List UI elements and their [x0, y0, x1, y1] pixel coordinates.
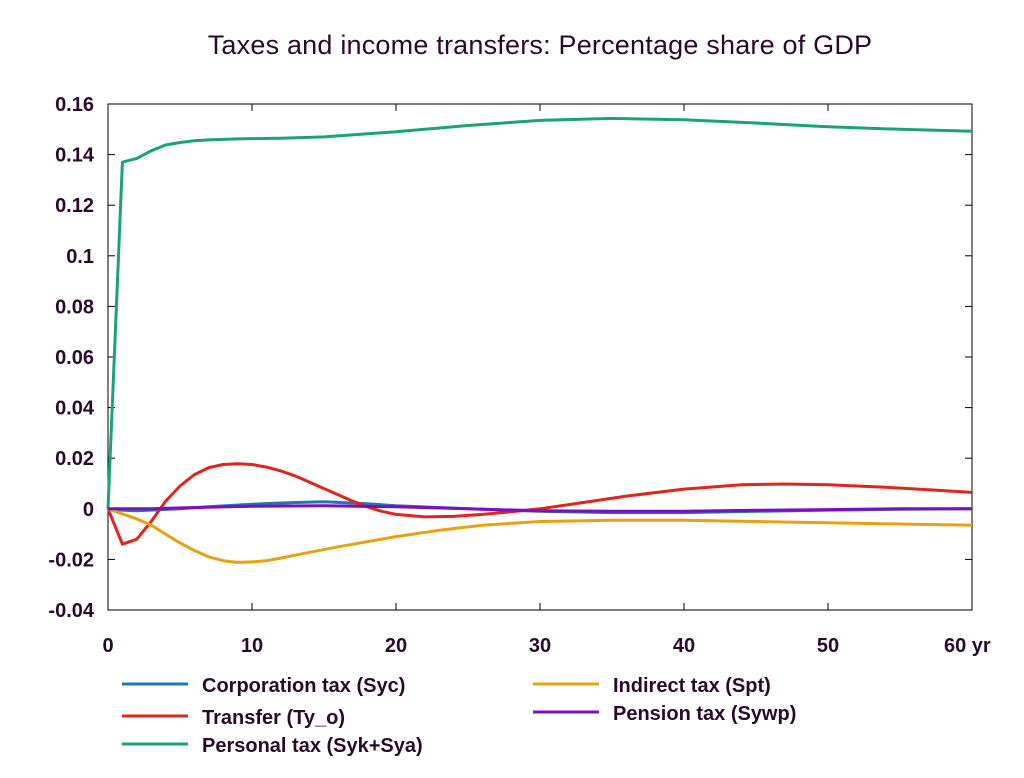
y-tick-label: 0.02 — [55, 448, 94, 470]
y-tick-label: -0.04 — [48, 600, 94, 622]
legend-label: Personal tax (Syk+Sya) — [202, 735, 423, 757]
axis-ticks: -0.04 -0.02 0 0.02 0.04 0.06 0.08 0.1 0.12 0.14 0.… — [48, 94, 991, 657]
legend-label: Pension tax (Sywp) — [613, 703, 796, 725]
series-layer — [106, 116, 973, 564]
y-tick-label: 0.16 — [55, 94, 94, 116]
series-line-personal-tax-syk-sya — [106, 116, 973, 509]
x-tick-label: 10 — [241, 635, 263, 657]
y-tick-label: 0.06 — [55, 347, 94, 369]
y-tick-label: 0 — [83, 499, 94, 521]
legend-label: Transfer (Ty_o) — [202, 707, 345, 729]
x-tick-label: 0 — [102, 635, 113, 657]
legend-label: Indirect tax (Spt) — [613, 675, 771, 697]
y-tick-label: 0.08 — [55, 296, 94, 318]
chart-title: Taxes and income transfers: Percentage s… — [207, 30, 873, 60]
y-tick-label: 0.14 — [55, 145, 95, 167]
y-tick-label: 0.12 — [55, 195, 94, 217]
legend: Corporation tax (Syc) Indirect tax (Spt) T… — [122, 675, 796, 757]
x-tick-label: 30 — [529, 635, 551, 657]
y-tick-label: 0.1 — [66, 246, 94, 268]
series-line-pension-tax-sywp — [108, 504, 972, 513]
series-line-transfer-ty-o — [106, 462, 973, 546]
y-tick-label: -0.02 — [48, 549, 94, 571]
series-line-indirect-tax-spt — [107, 507, 973, 564]
x-tick-label: 40 — [673, 635, 695, 657]
x-tick-label: 60 yr — [944, 635, 991, 657]
y-tick-label: 0.04 — [55, 398, 95, 420]
x-tick-label: 20 — [385, 635, 407, 657]
plot-area — [107, 103, 973, 611]
x-tick-label: 50 — [817, 635, 839, 657]
legend-label: Corporation tax (Syc) — [202, 675, 405, 697]
